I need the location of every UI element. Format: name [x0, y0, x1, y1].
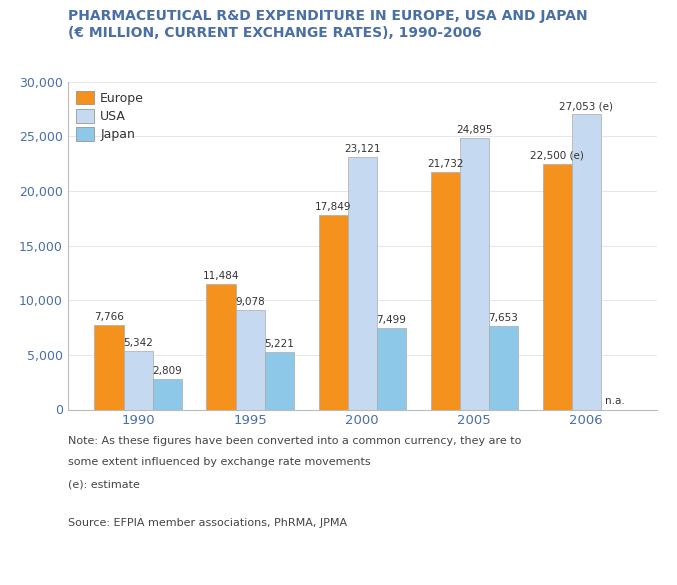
- Text: 27,053 (e): 27,053 (e): [559, 101, 613, 111]
- Text: 2,809: 2,809: [152, 366, 182, 376]
- Text: 7,653: 7,653: [488, 313, 519, 323]
- Text: (€ MILLION, CURRENT EXCHANGE RATES), 1990-2006: (€ MILLION, CURRENT EXCHANGE RATES), 199…: [68, 26, 481, 40]
- Bar: [489, 326, 518, 410]
- Bar: [95, 325, 124, 409]
- Text: 5,221: 5,221: [264, 339, 294, 349]
- Bar: [206, 284, 236, 410]
- Text: 21,732: 21,732: [427, 159, 463, 169]
- Bar: [377, 328, 406, 410]
- Bar: [347, 157, 377, 410]
- Bar: [542, 164, 571, 410]
- Text: n.a.: n.a.: [605, 397, 626, 407]
- Text: 7,766: 7,766: [94, 312, 124, 322]
- Text: 24,895: 24,895: [456, 125, 492, 135]
- Bar: [571, 114, 600, 409]
- Text: 5,342: 5,342: [123, 338, 153, 348]
- Text: PHARMACEUTICAL R&D EXPENDITURE IN EUROPE, USA AND JAPAN: PHARMACEUTICAL R&D EXPENDITURE IN EUROPE…: [68, 9, 588, 23]
- Legend: Europe, USA, Japan: Europe, USA, Japan: [74, 88, 147, 144]
- Bar: [153, 379, 182, 409]
- Bar: [318, 215, 347, 410]
- Bar: [124, 351, 153, 410]
- Bar: [460, 137, 489, 410]
- Text: 17,849: 17,849: [315, 201, 351, 212]
- Bar: [265, 353, 294, 410]
- Text: (e): estimate: (e): estimate: [68, 479, 139, 489]
- Text: 11,484: 11,484: [203, 271, 239, 281]
- Text: 9,078: 9,078: [236, 297, 265, 307]
- Text: 22,500 (e): 22,500 (e): [530, 151, 584, 161]
- Bar: [236, 311, 265, 409]
- Text: 23,121: 23,121: [344, 144, 380, 154]
- Text: some extent influenced by exchange rate movements: some extent influenced by exchange rate …: [68, 457, 370, 467]
- Text: Source: EFPIA member associations, PhRMA, JPMA: Source: EFPIA member associations, PhRMA…: [68, 518, 347, 528]
- Text: 7,499: 7,499: [376, 315, 406, 325]
- Bar: [431, 172, 460, 410]
- Text: Note: As these figures have been converted into a common currency, they are to: Note: As these figures have been convert…: [68, 436, 521, 446]
